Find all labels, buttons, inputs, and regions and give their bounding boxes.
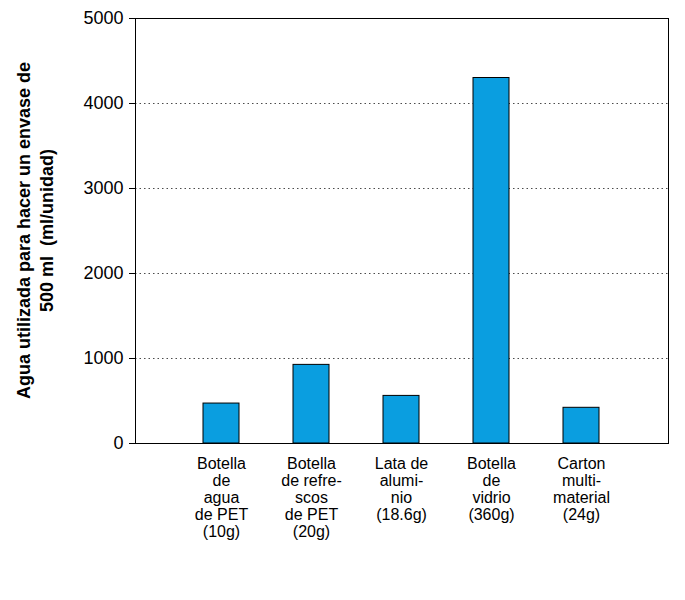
svg-text:0: 0 bbox=[113, 433, 123, 453]
svg-text:5000: 5000 bbox=[83, 8, 123, 28]
svg-text:3000: 3000 bbox=[83, 178, 123, 198]
svg-text:Botelladeaguade PET(10g): Botelladeaguade PET(10g) bbox=[195, 455, 249, 539]
svg-text:Cartonmulti-material(24g): Cartonmulti-material(24g) bbox=[553, 455, 610, 522]
svg-text:1000: 1000 bbox=[83, 348, 123, 368]
svg-text:2000: 2000 bbox=[83, 263, 123, 283]
svg-text:Agua utilizada para hacer un e: Agua utilizada para hacer un envase de50… bbox=[14, 62, 57, 399]
svg-text:Botellade refre-scosde PET(20g: Botellade refre-scosde PET(20g) bbox=[281, 455, 341, 539]
svg-text:Lata dealumi-nio(18.6g): Lata dealumi-nio(18.6g) bbox=[375, 455, 428, 522]
svg-text:4000: 4000 bbox=[83, 93, 123, 113]
svg-text:Botelladevidrio(360g): Botelladevidrio(360g) bbox=[467, 455, 516, 522]
